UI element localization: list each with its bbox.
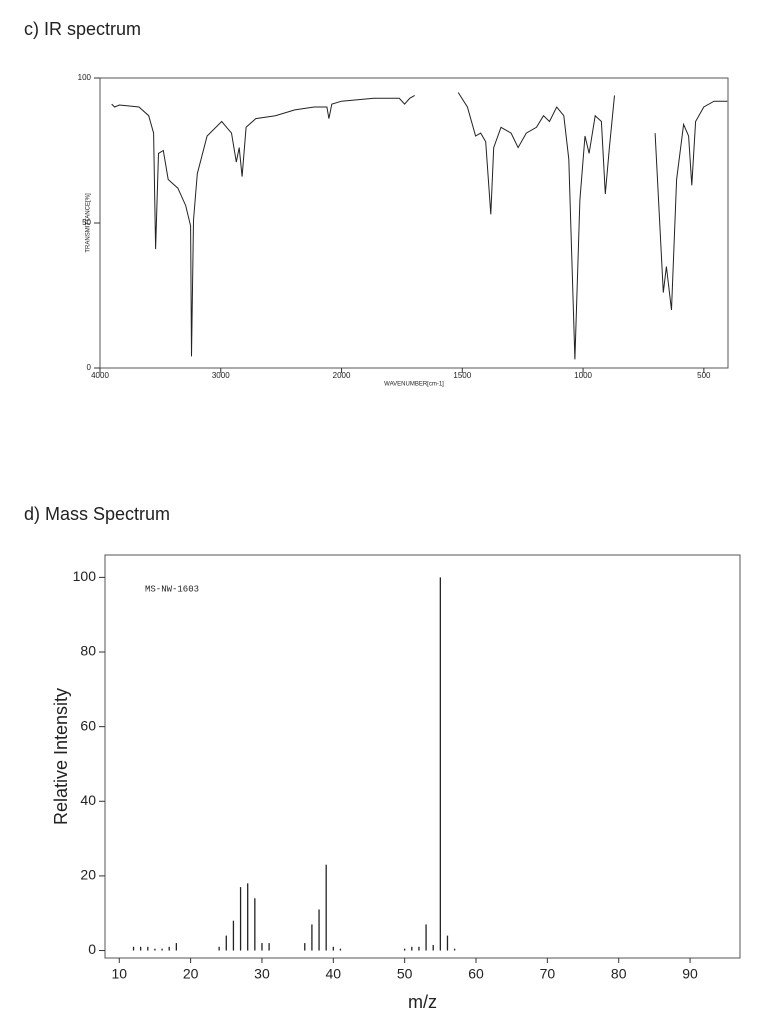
- y-tick-label: 40: [80, 792, 96, 808]
- y-tick-label: 0: [88, 941, 96, 957]
- x-tick-label: 4000: [91, 371, 109, 380]
- plot-frame: [99, 77, 729, 369]
- plot-frame: [104, 554, 741, 959]
- x-tick-label: 500: [697, 371, 711, 380]
- x-axis-label: m/z: [408, 992, 437, 1012]
- y-axis-label: TRANSMITTANCE[%]: [86, 193, 92, 253]
- x-tick-label: 30: [254, 966, 270, 982]
- y-tick-label: 20: [80, 867, 96, 883]
- x-tick-label: 80: [611, 966, 627, 982]
- x-tick-label: 90: [682, 966, 698, 982]
- x-tick-label: 50: [397, 966, 413, 982]
- y-tick-label: 80: [80, 643, 96, 659]
- y-axis-label: Relative Intensity: [51, 688, 71, 825]
- annotation: MS-NW-1603: [145, 584, 199, 594]
- y-tick-label: 100: [78, 73, 92, 82]
- section-heading: d) Mass Spectrum: [24, 504, 170, 524]
- spectrum-line: [111, 92, 728, 360]
- y-tick-label: 0: [87, 363, 92, 372]
- x-axis-label: WAVENUMBER[cm-1]: [384, 382, 444, 388]
- section-heading: c) IR spectrum: [24, 19, 141, 39]
- x-tick-label: 60: [468, 966, 484, 982]
- x-tick-label: 1500: [453, 371, 471, 380]
- x-tick-label: 10: [111, 966, 127, 982]
- y-tick-label: 60: [80, 717, 96, 733]
- x-tick-label: 70: [540, 966, 556, 982]
- x-tick-label: 2000: [333, 371, 351, 380]
- y-tick-label: 100: [73, 568, 97, 584]
- y-tick-label: 50: [82, 218, 91, 227]
- x-tick-label: 1000: [574, 371, 592, 380]
- x-tick-label: 3000: [212, 371, 230, 380]
- x-tick-label: 40: [326, 966, 342, 982]
- x-tick-label: 20: [183, 966, 199, 982]
